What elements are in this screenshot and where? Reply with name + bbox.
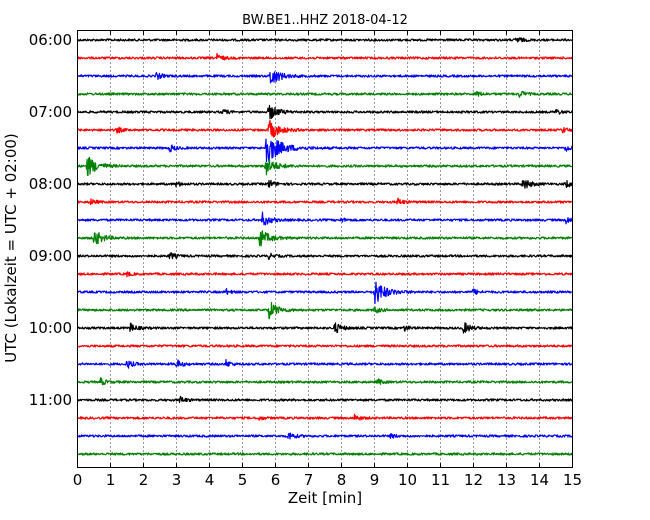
- chart-title: BW.BE1..HHZ 2018-04-12: [242, 13, 408, 28]
- x-axis-label: Zeit [min]: [288, 489, 362, 507]
- seismic-trace: [76, 271, 573, 278]
- seismic-trace: [77, 230, 573, 247]
- vertical-gridlines: [110, 30, 540, 468]
- x-tick-label: 9: [370, 471, 380, 489]
- y-tick-label: 08:00: [29, 175, 72, 193]
- seismic-trace: [76, 302, 573, 320]
- seismic-trace: [77, 452, 573, 456]
- x-tick-label: 10: [398, 471, 417, 489]
- seismic-trace: [77, 197, 573, 206]
- seismic-trace: [77, 322, 573, 334]
- x-tick-label: 0: [73, 471, 83, 489]
- seismic-trace: [77, 413, 574, 421]
- y-axis-ticks: 06:00 07:00 08:00 09:00 10:00 11:00: [29, 31, 82, 409]
- x-tick-label: 4: [205, 471, 215, 489]
- x-tick-label: 6: [271, 471, 281, 489]
- seismic-trace: [77, 432, 573, 440]
- y-tick-label: 07:00: [29, 103, 72, 121]
- seismic-trace: [76, 37, 573, 43]
- x-tick-label: 1: [106, 471, 116, 489]
- seismic-trace: [77, 90, 573, 98]
- seismic-trace: [76, 138, 574, 163]
- seismic-trace: [77, 344, 573, 348]
- seismic-trace: [77, 211, 574, 226]
- x-tick-label: 3: [172, 471, 182, 489]
- seismic-trace: [77, 359, 573, 369]
- x-tick-label: 15: [563, 471, 582, 489]
- plot-frame: [77, 30, 573, 468]
- x-axis-ticks: 0 1 2 3 4 5 6 7 8 9 10 11 12 13 14 15: [73, 30, 582, 489]
- seismic-trace: [77, 179, 574, 189]
- seismic-trace: [76, 395, 573, 404]
- seismic-trace: [77, 52, 573, 61]
- y-tick-label: 06:00: [29, 31, 72, 49]
- x-tick-label: 14: [530, 471, 549, 489]
- seismic-trace: [76, 104, 573, 120]
- trace-group: [76, 37, 574, 456]
- x-tick-label: 12: [464, 471, 483, 489]
- seismic-trace: [77, 119, 574, 138]
- x-tick-label: 13: [497, 471, 516, 489]
- seismic-trace: [76, 71, 573, 84]
- y-tick-label: 09:00: [29, 247, 72, 265]
- seismic-trace: [77, 156, 573, 177]
- x-tick-label: 8: [337, 471, 347, 489]
- x-tick-label: 2: [139, 471, 149, 489]
- x-tick-label: 11: [431, 471, 450, 489]
- x-tick-label: 7: [304, 471, 314, 489]
- seismic-trace: [77, 377, 574, 386]
- seismic-trace: [76, 281, 573, 304]
- y-tick-label: 10:00: [29, 319, 72, 337]
- x-tick-label: 5: [238, 471, 248, 489]
- y-tick-label: 11:00: [29, 391, 72, 409]
- seismic-trace: [76, 252, 573, 261]
- y-axis-label: UTC (Lokalzeit = UTC + 02:00): [2, 133, 20, 363]
